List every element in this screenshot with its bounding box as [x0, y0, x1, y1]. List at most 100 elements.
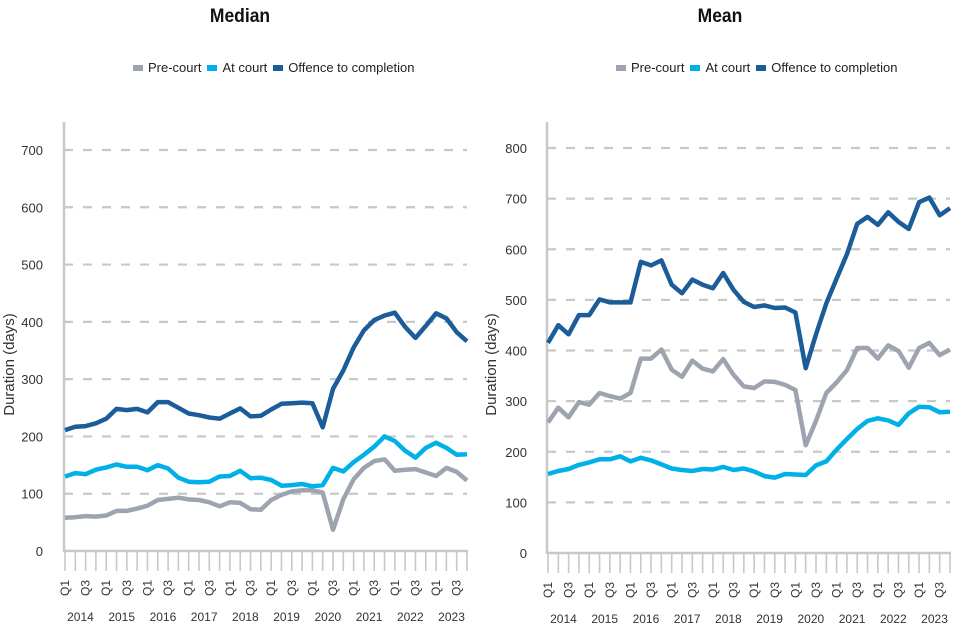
x-year-label: 2015	[108, 610, 135, 624]
y-tick-label: 500	[505, 293, 527, 308]
x-year-label: 2016	[633, 612, 660, 626]
x-quarter-label: Q1	[582, 582, 596, 598]
x-year-label: 2022	[880, 612, 907, 626]
x-quarter-label: Q1	[706, 582, 720, 598]
legend-item-pre-court: Pre-court	[133, 60, 201, 75]
y-tick-label: 400	[505, 344, 527, 359]
x-year-label: 2014	[550, 612, 577, 626]
x-quarter-label: Q1	[429, 580, 443, 596]
median-chart-panel: Median Pre-court At court Offence to com…	[1, 6, 469, 624]
x-quarter-label: Q3	[450, 580, 464, 596]
y-tick-label: 100	[21, 487, 43, 502]
legend-swatch-offence-to-completion	[756, 64, 767, 71]
x-year-label: 2017	[191, 610, 218, 624]
x-year-label: 2023	[438, 610, 465, 624]
y-tick-label: 200	[21, 429, 43, 444]
x-quarter-label: Q3	[202, 580, 216, 596]
x-quarter-label: Q1	[665, 582, 679, 598]
x-quarter-label: Q1	[58, 580, 72, 596]
x-quarter-label: Q3	[891, 582, 905, 598]
x-quarter-label: Q3	[727, 582, 741, 598]
y-tick-label: 600	[505, 242, 527, 257]
legend-item-at-court: At court	[690, 60, 750, 75]
x-quarter-label: Q1	[871, 582, 885, 598]
x-quarter-label: Q1	[182, 580, 196, 596]
chart-title: Median	[209, 6, 271, 27]
x-quarter-label: Q3	[120, 580, 134, 596]
y-tick-label: 100	[505, 495, 527, 510]
legend-label: At court	[222, 60, 268, 75]
series-line-pre-court	[546, 340, 952, 448]
legend-label: Offence to completion	[288, 60, 415, 75]
series-line-at-court	[64, 434, 468, 489]
x-quarter-label: Q1	[623, 582, 637, 598]
x-quarter-label: Q1	[747, 582, 761, 598]
x-quarter-label: Q3	[562, 582, 576, 598]
x-quarter-label: Q3	[326, 580, 340, 596]
chart-title: Mean	[697, 6, 743, 27]
y-tick-label: 300	[21, 372, 43, 387]
x-quarter-label: Q1	[912, 582, 926, 598]
x-year-label: 2015	[591, 612, 618, 626]
legend-item-offence-to-completion: Offence to completion	[273, 60, 415, 75]
x-quarter-label: Q3	[161, 580, 175, 596]
legend-swatch-at-court	[690, 64, 701, 71]
y-tick-label: 0	[36, 544, 43, 559]
y-tick-label: 200	[505, 445, 527, 460]
legend-item-offence-to-completion: Offence to completion	[756, 60, 898, 75]
legend-swatch-pre-court	[616, 64, 626, 71]
series-line-at-court	[547, 404, 951, 480]
y-tick-label: 400	[21, 315, 43, 330]
x-quarter-label: Q3	[367, 580, 381, 596]
legend-label: Pre-court	[631, 60, 685, 75]
x-quarter-label: Q1	[223, 580, 237, 596]
y-tick-label: 500	[21, 258, 43, 273]
legend-swatch-at-court	[207, 64, 218, 71]
legend-label: Pre-court	[148, 60, 202, 75]
x-year-label: 2019	[756, 612, 783, 626]
x-quarter-label: Q1	[830, 582, 844, 598]
x-year-label: 2014	[67, 610, 94, 624]
x-year-label: 2023	[921, 612, 948, 626]
series-line-pre-court	[64, 457, 469, 533]
x-quarter-label: Q3	[644, 582, 658, 598]
mean-line-chart: 0 100 200 300 400 500 600 700 800 Q1 Q3 Q1 Q3 Q1 Q3 Q1 Q…	[483, 122, 952, 626]
x-quarter-label: Q3	[685, 582, 699, 598]
y-axis-title: Duration (days)	[483, 313, 500, 416]
x-quarter-label: Q3	[850, 582, 864, 598]
x-year-label: 2016	[150, 610, 177, 624]
y-tick-label: 600	[21, 200, 43, 215]
x-year-label: 2022	[397, 610, 424, 624]
legend-item-at-court: At court	[207, 60, 267, 75]
legend-swatch-pre-court	[133, 64, 143, 71]
chart-legend: Pre-court At court Offence to completion	[616, 60, 898, 75]
y-tick-label: 700	[21, 143, 43, 158]
x-quarter-label: Q1	[541, 582, 555, 598]
y-axis-title: Duration (days)	[1, 313, 18, 416]
x-quarter-label: Q1	[347, 580, 361, 596]
x-year-label: 2020	[797, 612, 824, 626]
x-quarter-label: Q1	[140, 580, 154, 596]
x-year-label: 2020	[314, 610, 341, 624]
x-year-label: 2021	[839, 612, 866, 626]
x-year-label: 2021	[356, 610, 383, 624]
y-tick-label: 800	[505, 141, 527, 156]
legend-item-pre-court: Pre-court	[616, 60, 684, 75]
legend-label: At court	[705, 60, 751, 75]
median-line-chart: 0 100 200 300 400 500 600 700 Q1 Q3 Q1 Q3 Q1 Q3 Q1 Q3 Q1…	[1, 122, 469, 624]
legend-label: Offence to completion	[771, 60, 898, 75]
x-quarter-label: Q3	[603, 582, 617, 598]
y-tick-label: 0	[520, 546, 527, 561]
x-quarter-label: Q3	[79, 580, 93, 596]
x-year-label: 2017	[674, 612, 701, 626]
legend-swatch-offence-to-completion	[273, 64, 284, 71]
x-year-label: 2019	[273, 610, 300, 624]
x-quarter-label: Q3	[933, 582, 947, 598]
y-tick-label: 300	[505, 394, 527, 409]
x-quarter-label: Q1	[305, 580, 319, 596]
x-quarter-label: Q1	[99, 580, 113, 596]
series-line-offence-to-completion	[64, 310, 469, 433]
x-quarter-label: Q3	[768, 582, 782, 598]
mean-chart-panel: Mean Pre-court At court Offence to compl…	[480, 0, 960, 640]
y-tick-label: 700	[505, 192, 527, 207]
